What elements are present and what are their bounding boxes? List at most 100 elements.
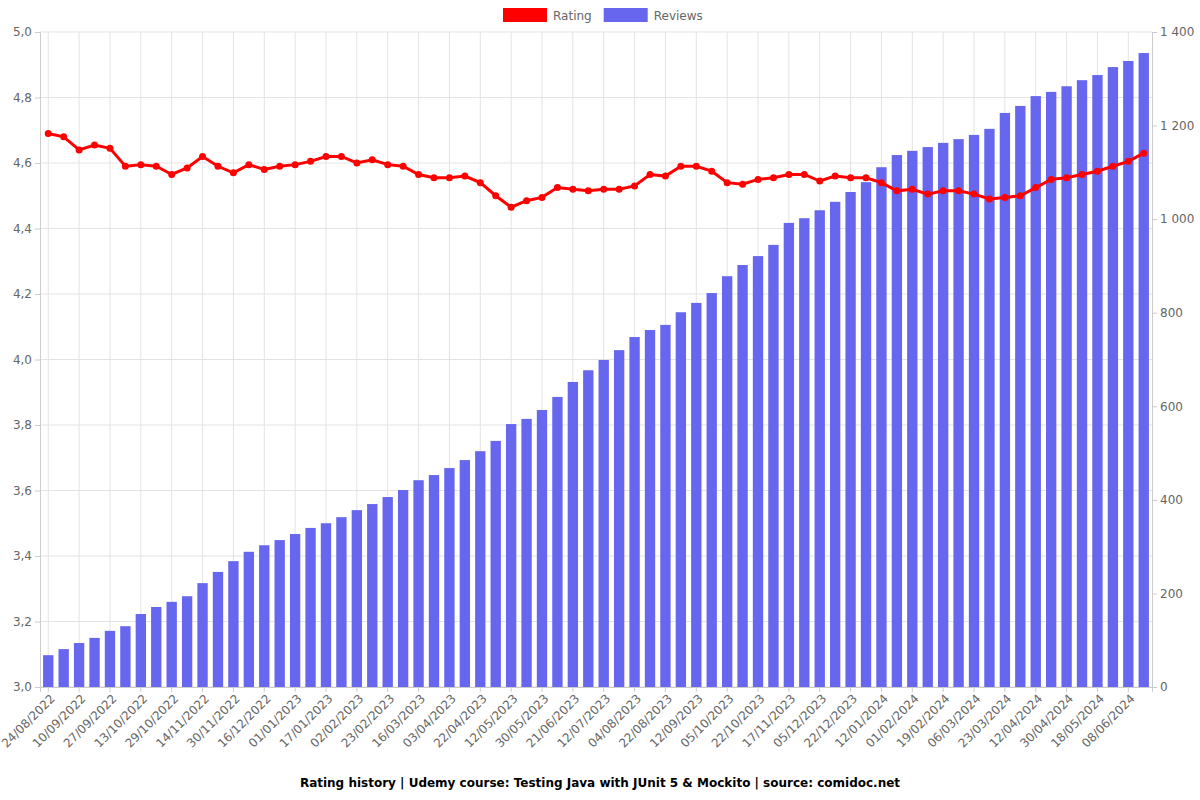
marker	[878, 179, 885, 186]
bar	[1077, 80, 1087, 687]
tick-mark	[1152, 593, 1157, 594]
tick-mark	[665, 687, 666, 692]
tick-mark	[1097, 687, 1098, 692]
tick-mark	[1152, 126, 1157, 127]
marker	[863, 174, 870, 181]
grid-line	[79, 32, 80, 687]
marker	[1063, 174, 1070, 181]
bar	[676, 312, 686, 687]
marker	[199, 153, 206, 160]
marker	[76, 146, 83, 153]
tick-mark	[35, 556, 40, 557]
bar	[228, 561, 238, 687]
marker	[106, 145, 113, 152]
marker	[91, 141, 98, 148]
tick-mark	[541, 687, 542, 692]
bar	[799, 218, 809, 687]
y-axis: 3,03,23,43,63,84,04,24,44,64,85,0	[13, 25, 41, 694]
tick-mark	[140, 687, 141, 692]
marker	[430, 174, 437, 181]
legend-label: Reviews	[654, 9, 703, 23]
marker	[847, 174, 854, 181]
tick-mark	[1035, 687, 1036, 692]
marker	[693, 163, 700, 170]
tick: 3,6	[13, 484, 40, 498]
bar	[660, 325, 670, 687]
tick: 4,0	[13, 353, 40, 367]
tick-mark	[202, 687, 203, 692]
marker	[184, 164, 191, 171]
bar	[691, 303, 701, 687]
legend-swatch	[604, 8, 648, 22]
marker	[461, 173, 468, 180]
tick-label: 1 000	[1160, 212, 1194, 226]
marker	[924, 191, 931, 198]
bar	[614, 350, 624, 687]
bar	[290, 534, 300, 687]
marker	[415, 171, 422, 178]
tick-mark	[264, 687, 265, 692]
title: Rating history | Udemy course: Testing J…	[300, 776, 900, 790]
marker	[1125, 158, 1132, 165]
tick: 800	[1152, 306, 1183, 320]
bar	[398, 490, 408, 687]
marker	[122, 163, 129, 170]
tick-mark	[1004, 687, 1005, 692]
tick-mark	[35, 32, 40, 33]
tick: 200	[1152, 587, 1183, 601]
bar	[599, 360, 609, 687]
bar	[861, 182, 871, 687]
tick-label: 400	[1160, 493, 1183, 507]
bar	[907, 151, 917, 687]
bar	[74, 643, 84, 687]
tick-mark	[480, 687, 481, 692]
tick: 3,4	[13, 549, 40, 563]
marker	[554, 184, 561, 191]
bar	[383, 497, 393, 687]
marker	[662, 173, 669, 180]
bar-series	[43, 53, 1149, 687]
bar	[845, 192, 855, 687]
bar	[876, 167, 886, 687]
tick-mark	[35, 98, 40, 99]
marker	[585, 187, 592, 194]
bar	[259, 545, 269, 687]
tick-mark	[727, 687, 728, 692]
marker	[276, 163, 283, 170]
bar	[305, 528, 315, 687]
bar	[1092, 75, 1102, 687]
axis-line	[1153, 33, 1158, 688]
bar	[167, 602, 177, 687]
bar	[552, 397, 562, 687]
bar	[59, 649, 69, 687]
bar	[367, 504, 377, 687]
tick-mark	[418, 687, 419, 692]
bar	[583, 370, 593, 687]
marker	[369, 156, 376, 163]
tick-mark	[325, 687, 326, 692]
bar	[244, 552, 254, 687]
tick: 3,2	[13, 615, 40, 629]
tick-mark	[35, 229, 40, 230]
marker	[1140, 150, 1147, 157]
chart: 3,03,23,43,63,84,04,24,44,64,85,00200400…	[0, 0, 1200, 800]
axis-line	[35, 33, 41, 688]
marker	[986, 196, 993, 203]
tick: 600	[1152, 400, 1183, 414]
marker	[538, 194, 545, 201]
tick-mark	[819, 687, 820, 692]
tick-label: 08/06/2024	[1079, 692, 1138, 751]
marker	[909, 186, 916, 193]
bar	[136, 614, 146, 687]
tick-mark	[850, 687, 851, 692]
marker	[400, 163, 407, 170]
marker	[1079, 171, 1086, 178]
bar	[460, 460, 470, 687]
tick-label: 0	[1160, 680, 1168, 694]
tick-mark	[1152, 313, 1157, 314]
bar	[491, 441, 501, 687]
marker	[1048, 176, 1055, 183]
bar	[707, 293, 717, 687]
marker	[647, 171, 654, 178]
grid-line	[140, 32, 141, 687]
